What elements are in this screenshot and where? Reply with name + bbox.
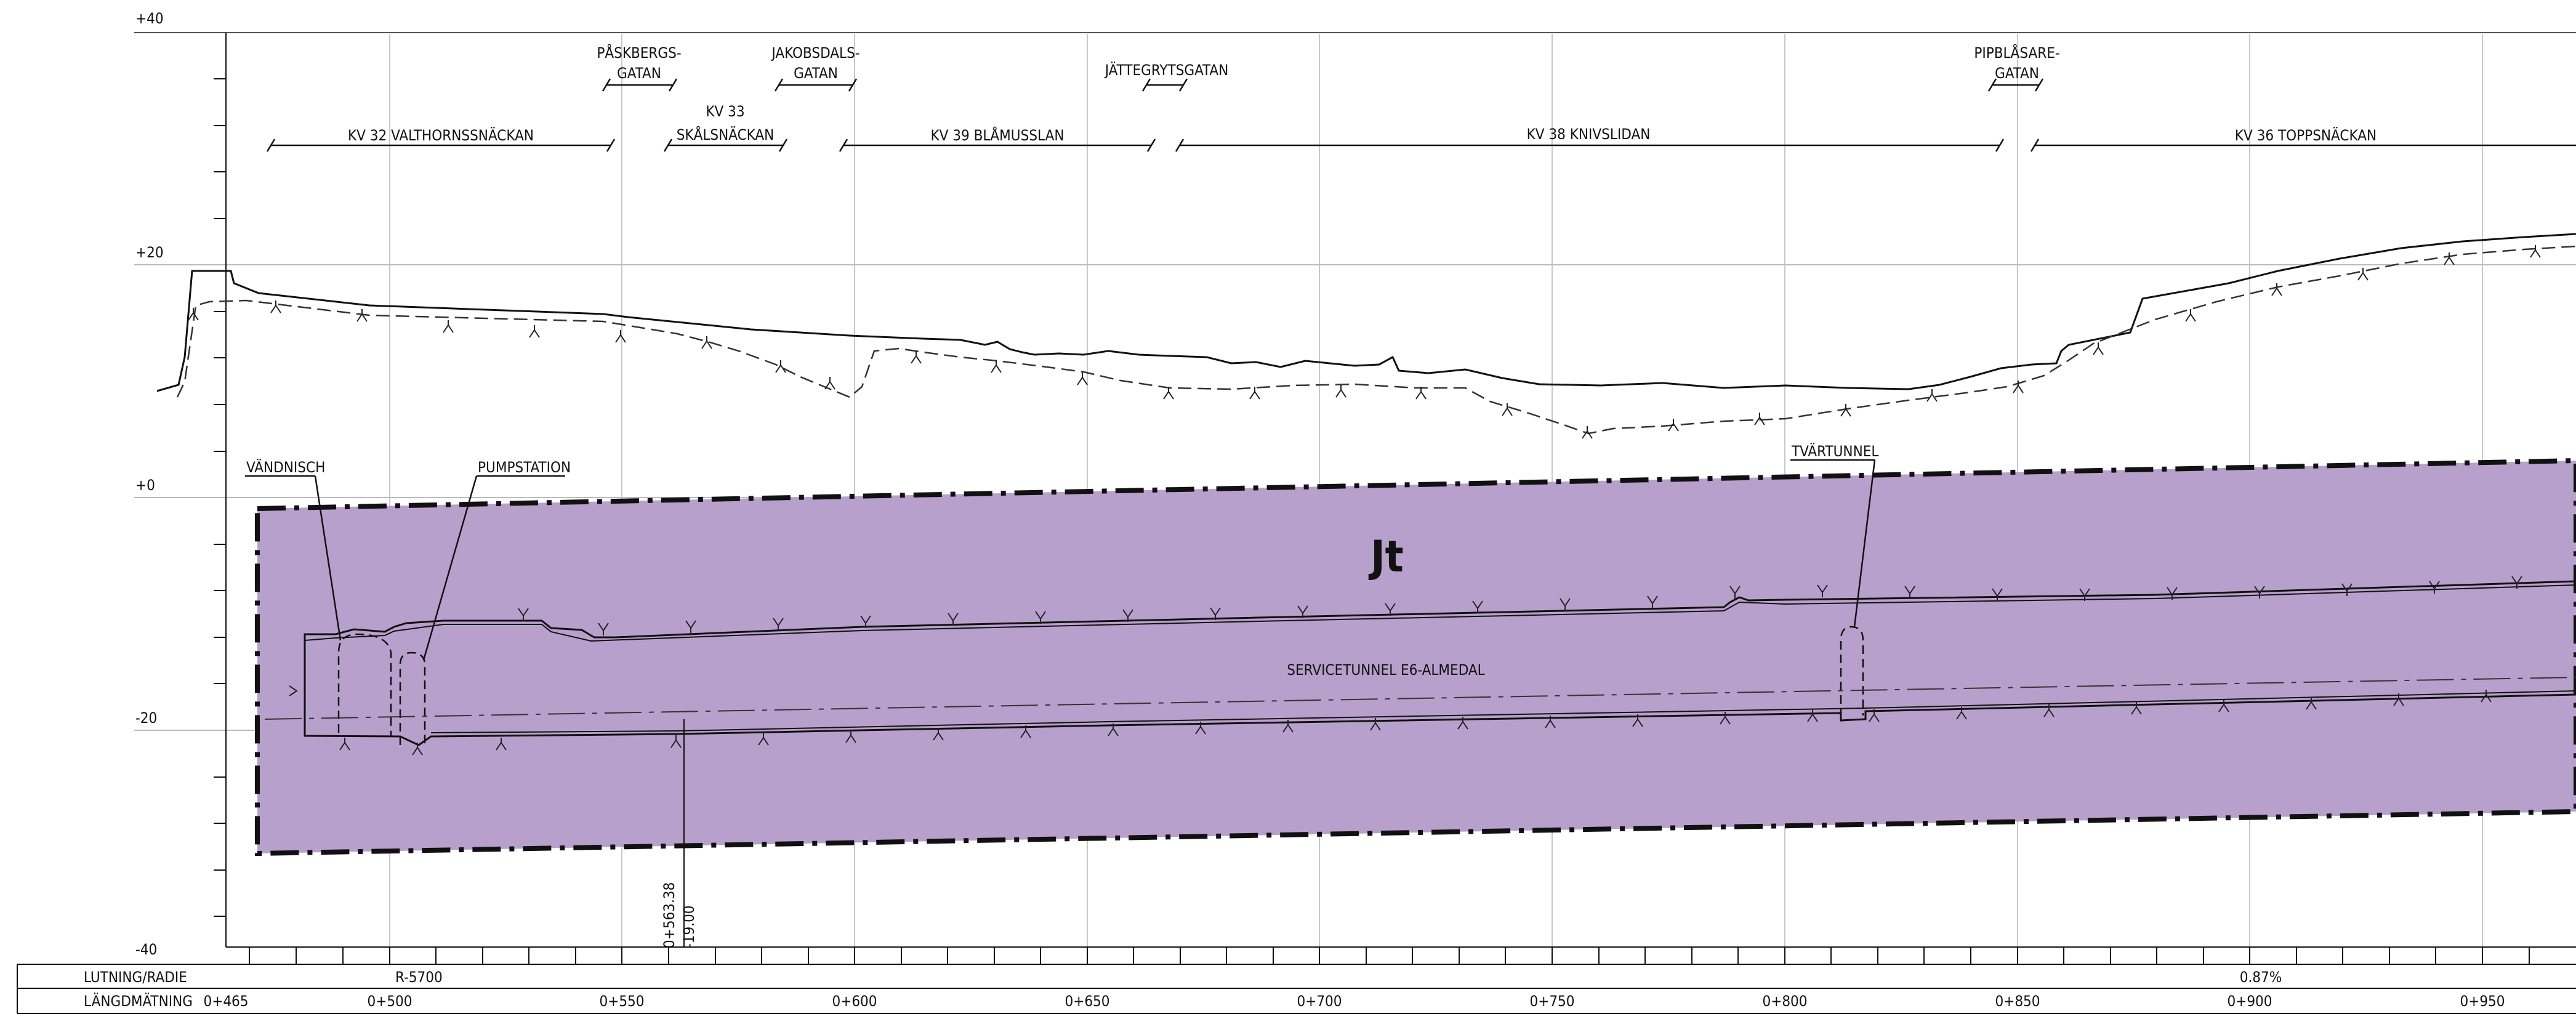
- station-label: 0+750: [1529, 993, 1574, 1010]
- radius-value: R-5700: [395, 969, 443, 986]
- vandnisch-profile: [337, 633, 392, 736]
- station-label: 0+465: [203, 993, 248, 1010]
- station-labels: 0+465 0+500 0+550 0+600 0+650 0+700 0+75…: [203, 993, 2505, 1010]
- station-label: 0+600: [832, 993, 877, 1010]
- y-axis-labels: +40 +20 +0 -20 -40: [135, 10, 164, 958]
- tunnel-profile: [304, 580, 2576, 746]
- pumpstation-profile: [399, 651, 426, 745]
- callout-leaders: [245, 459, 1876, 661]
- street-label-jattegryts: JÄTTEGRYTSGATAN: [1104, 61, 1229, 79]
- station-label: 0+900: [2227, 993, 2272, 1010]
- tunnel-label: SERVICETUNNEL E6-ALMEDAL: [1287, 661, 1484, 679]
- tunnel-centerline: [264, 677, 2576, 720]
- property-label-kv36: KV 36 TOPPSNÄCKAN: [2235, 126, 2377, 144]
- street-dimensions: [602, 78, 2044, 92]
- callout-vandnisch: VÄNDNISCH: [246, 458, 325, 476]
- row-header-chainage: LÄNGDMÄTNING: [84, 992, 193, 1010]
- jt-zone-band: [255, 458, 2576, 857]
- station-label: 0+800: [1762, 993, 1807, 1010]
- rock-symbols-tunnel-invert: [339, 690, 2492, 756]
- property-label-kv38: KV 38 KNIVSLIDAN: [1527, 126, 1651, 143]
- callout-tvartunnel: TVÄRTUNNEL: [1791, 442, 1878, 460]
- row-header-gradient: LUTNING/RADIE: [84, 969, 187, 986]
- street-label-pipblasare-line2: GATAN: [1995, 65, 2039, 82]
- street-label-paskbergs-line1: PÅSKBERGS-: [597, 44, 681, 62]
- ground-surface-line: [156, 233, 2576, 392]
- zone-label-jt: Jt: [1368, 531, 1404, 582]
- station-label: 0+500: [367, 993, 412, 1010]
- tunnel-invert-line: [304, 637, 2576, 746]
- station-ticks: [249, 947, 2530, 964]
- station-marker-level: -19.00: [680, 905, 698, 948]
- station-label: 0+650: [1065, 993, 1109, 1010]
- property-label-kv32: KV 32 VALTHORNSSNÄCKAN: [348, 126, 534, 144]
- callout-pumpstation: PUMPSTATION: [478, 459, 571, 476]
- rock-surface-line: [176, 245, 2576, 435]
- property-label-kv33-line2: SKÅLSNÄCKAN: [677, 126, 775, 143]
- gradient-value: 0.87%: [2240, 969, 2282, 986]
- tvartunnel-profile: [1840, 626, 1864, 717]
- station-label: 0+550: [599, 993, 644, 1010]
- data-table: [17, 946, 2576, 1014]
- tunnel-crown-line: [304, 580, 2576, 639]
- rock-symbols-tunnel-crown: [289, 576, 2522, 696]
- property-labels: KV 32 VALTHORNSSNÄCKAN KV 33 SKÅLSNÄCKAN…: [348, 103, 2377, 144]
- street-label-jakobsdals-line1: JAKOBSDALS-: [770, 44, 859, 62]
- street-label-paskbergs-line2: GATAN: [617, 65, 661, 82]
- property-label-kv39: KV 39 BLÅMUSSLAN: [930, 126, 1064, 144]
- station-marker-station: 0+563.38: [661, 882, 678, 948]
- y-label-40: +40: [135, 10, 164, 27]
- vertical-axis: [214, 33, 227, 947]
- station-label: 0+950: [2460, 993, 2505, 1010]
- y-label-0: +0: [135, 477, 155, 494]
- street-label-jakobsdals-line2: GATAN: [794, 65, 838, 82]
- property-dimensions: [266, 139, 2576, 152]
- y-label-minus-20: -20: [135, 709, 157, 727]
- street-labels: PÅSKBERGS- GATAN JAKOBSDALS- GATAN JÄTTE…: [597, 44, 2059, 82]
- station-label: 0+700: [1297, 993, 1342, 1010]
- property-label-kv33-line1: KV 33: [706, 103, 744, 120]
- station-label: 0+850: [1995, 993, 2040, 1010]
- y-label-minus-40: -40: [135, 941, 157, 958]
- street-label-pipblasare-line1: PIPBLÅSARE-: [1974, 44, 2059, 62]
- y-label-20: +20: [135, 244, 164, 261]
- rock-symbols-surface: [188, 245, 2541, 439]
